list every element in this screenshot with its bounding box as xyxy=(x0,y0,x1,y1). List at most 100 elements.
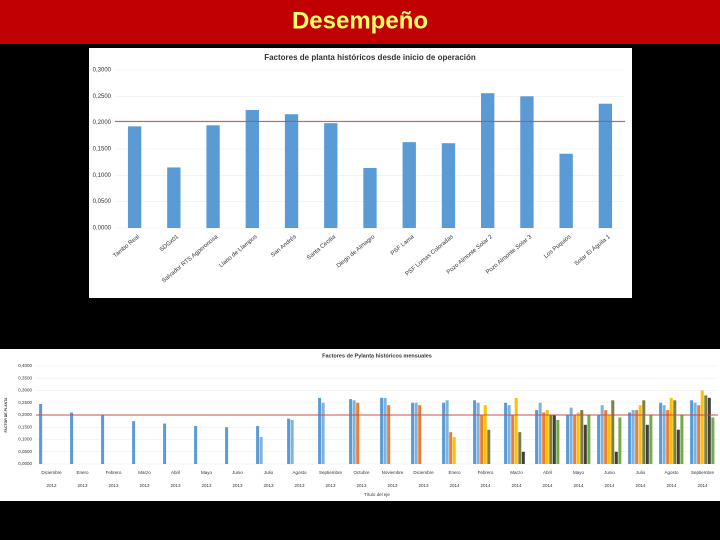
bar xyxy=(611,400,615,464)
bar xyxy=(442,402,446,464)
bar xyxy=(535,410,539,464)
bar xyxy=(287,418,291,464)
bar xyxy=(618,417,622,464)
y-tick-label: 0,1500 xyxy=(18,424,32,429)
x-tick-label: Enero xyxy=(76,470,89,475)
x-tick-label: Abril xyxy=(171,470,180,475)
bar xyxy=(566,415,570,464)
bar xyxy=(284,114,299,228)
bar xyxy=(607,415,611,464)
y-tick-label: 0,0500 xyxy=(18,449,32,454)
x-axis-label: Título del eje xyxy=(364,492,390,497)
bar xyxy=(259,437,263,464)
y-tick-label: 0,2000 xyxy=(18,412,32,417)
bar xyxy=(666,410,670,464)
x-tick-year: 2012 xyxy=(46,483,57,488)
bar xyxy=(507,405,511,464)
x-tick-year: 2013 xyxy=(356,483,367,488)
bar xyxy=(324,123,338,228)
x-tick-label: Mayo xyxy=(573,470,585,475)
bar xyxy=(707,397,711,464)
x-tick-year: 2013 xyxy=(170,483,181,488)
bar xyxy=(256,426,260,464)
x-tick-label: Junio xyxy=(604,470,615,475)
bar xyxy=(662,405,666,464)
header-title: Desempeño xyxy=(292,7,428,34)
y-tick-label: 0,1000 xyxy=(18,437,32,442)
bar xyxy=(583,424,587,464)
x-tick-year: 2014 xyxy=(635,483,646,488)
x-tick-label: Noviembre xyxy=(382,470,404,475)
y-tick-label: 0,2000 xyxy=(93,120,112,126)
bar xyxy=(549,415,553,464)
bar xyxy=(598,103,613,228)
bar xyxy=(635,410,639,464)
bar xyxy=(520,96,534,228)
bar xyxy=(452,437,456,464)
bar xyxy=(628,412,632,464)
bar xyxy=(383,397,387,464)
bar xyxy=(132,421,136,464)
x-tick-year: 2013 xyxy=(418,483,429,488)
bar xyxy=(504,402,508,464)
x-tick-year: 2014 xyxy=(697,483,708,488)
y-tick-label: 0,4000 xyxy=(18,363,32,368)
bar xyxy=(576,412,580,464)
bar xyxy=(676,429,680,464)
y-tick-label: 0,2500 xyxy=(93,94,112,100)
bar xyxy=(473,400,477,464)
bar xyxy=(167,167,181,228)
bar xyxy=(604,410,608,464)
x-tick-year: 2013 xyxy=(325,483,336,488)
bar xyxy=(649,415,653,464)
y-tick-label: 0,3500 xyxy=(18,375,32,380)
y-tick-label: 0,2500 xyxy=(18,400,32,405)
x-tick-year: 2014 xyxy=(480,483,491,488)
bar xyxy=(356,402,360,464)
bar xyxy=(690,400,694,464)
x-tick-label: Julio xyxy=(636,470,646,475)
x-tick-year: 2014 xyxy=(573,483,584,488)
bar xyxy=(514,397,518,464)
bar xyxy=(552,415,556,464)
bar xyxy=(480,415,484,464)
x-tick-label: Julio xyxy=(264,470,274,475)
y-tick-label: 0,1500 xyxy=(93,147,112,153)
x-tick-label: Septiembre xyxy=(319,470,343,475)
bar xyxy=(518,432,522,464)
x-tick-label: Septiembre xyxy=(691,470,715,475)
bar xyxy=(704,395,708,464)
x-tick-year: 2014 xyxy=(449,483,460,488)
bar xyxy=(290,419,294,464)
header-bar xyxy=(0,0,720,44)
bar xyxy=(711,417,715,464)
bar xyxy=(587,415,591,464)
bar xyxy=(476,402,480,464)
bar xyxy=(387,405,391,464)
x-tick-label: Enero xyxy=(448,470,461,475)
x-tick-year: 2013 xyxy=(294,483,305,488)
chart-title: Factores de planta históricos desde inic… xyxy=(264,53,476,62)
bar xyxy=(445,400,449,464)
bar xyxy=(680,415,684,464)
x-tick-year: 2013 xyxy=(263,483,274,488)
bar xyxy=(659,402,663,464)
x-tick-year: 2014 xyxy=(511,483,522,488)
x-tick-label: Octubre xyxy=(353,470,370,475)
bar xyxy=(511,415,515,464)
bar xyxy=(673,400,677,464)
bar xyxy=(441,143,456,228)
bar xyxy=(669,397,673,464)
bar xyxy=(559,153,573,228)
bar xyxy=(194,426,198,464)
bar xyxy=(481,93,495,228)
bar xyxy=(449,432,453,464)
bar xyxy=(545,410,549,464)
bar xyxy=(569,407,573,464)
bar xyxy=(600,405,604,464)
y-tick-label: 0,0500 xyxy=(93,199,112,205)
x-tick-label: Marzo xyxy=(510,470,523,475)
x-tick-year: 2013 xyxy=(387,483,398,488)
x-tick-label: Mayo xyxy=(201,470,213,475)
